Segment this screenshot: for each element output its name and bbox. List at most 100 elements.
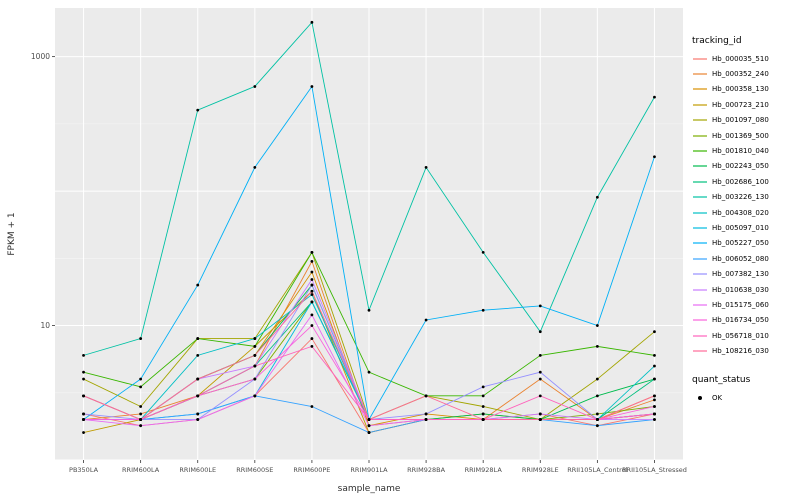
legend-item-label: Hb_000352_240 [712,70,769,79]
legend-key-line [693,211,707,214]
data-point [595,394,599,398]
data-point [367,370,371,374]
legend-key-line [693,135,707,137]
legend-title-tracking-id: tracking_id [692,36,742,46]
legend-key-line [693,335,707,337]
data-point [595,412,599,416]
data-point [653,405,656,408]
legend-item-label: Hb_005227_050 [712,239,769,248]
legend-item-label: Hb_010638_030 [712,285,769,294]
data-point [653,353,656,357]
legend-item-label: Hb_000035_510 [712,54,769,63]
legend-item-quant: OK [692,390,798,405]
legend-key-line [693,165,707,168]
legend-item: Hb_000352_240 [692,66,798,81]
legend-item-label: Hb_056718_010 [712,331,769,340]
legend-item-label: Hb_004308_020 [712,208,769,217]
data-point [653,412,656,416]
legend-key-line [693,319,707,321]
x-tick-label: RRIM928LE [522,466,559,474]
data-point [253,394,257,398]
legend-key-line [693,304,707,306]
legend-items-quant-status: OK [692,390,798,405]
data-point [653,364,656,368]
data-point [310,259,314,263]
data-point [196,418,200,421]
data-point [253,337,257,340]
legend-item: Hb_003226_130 [692,190,798,205]
data-point [653,394,656,398]
data-point [310,324,314,327]
legend-key-line [693,181,707,183]
data-point [595,344,599,348]
legend-item: Hb_005227_050 [692,236,798,251]
x-tick-label: RRIM901LA [350,466,388,474]
data-point [481,394,485,398]
data-point [310,270,314,274]
x-tick-label: RRII105LA_Stressed [622,466,687,474]
y-tick-label: 1000 [31,52,50,61]
legend-key-line [693,150,707,152]
legend-item-label: OK [712,393,723,402]
data-point [367,424,371,428]
data-point [139,377,143,381]
data-point [424,318,428,322]
legend-key-line [693,73,707,75]
data-point [424,412,428,416]
legend-item: Hb_108216_030 [692,343,798,358]
legend-item: Hb_000035_510 [692,51,798,66]
data-point [653,155,656,159]
data-point [139,418,143,421]
data-point [82,377,85,381]
legend-item: Hb_000358_130 [692,82,798,97]
data-point [481,385,485,389]
legend-item: Hb_006052_080 [692,251,798,266]
legend-key-line [693,350,707,352]
data-point [481,418,485,421]
legend-item-label: Hb_108216_030 [712,347,769,356]
x-tick-label: RRIM928BA [407,466,445,474]
data-point [595,418,599,421]
data-point [82,394,85,398]
x-tick-label: RRII105LA_Control [567,466,627,474]
data-point [196,377,200,381]
legend-item-label: Hb_000723_210 [712,100,769,109]
data-point [595,324,599,327]
data-point [653,377,656,381]
data-point [310,405,314,408]
data-point [196,394,200,398]
data-point [253,166,257,169]
legend-item-label: Hb_002243_050 [712,162,769,171]
legend-item-label: Hb_016734_050 [712,316,769,325]
data-point [538,330,542,334]
legend-item: Hb_005097_010 [692,220,798,235]
data-point [196,108,200,112]
data-point [310,20,314,24]
data-point [253,364,257,368]
data-point [538,377,542,381]
data-point [367,418,371,421]
legend-key-line [693,58,707,60]
legend-key-line [693,258,707,260]
legend-item-label: Hb_015175_060 [712,300,769,309]
data-point [538,370,542,374]
legend-item: Hb_007382_130 [692,266,798,281]
data-point [139,405,143,408]
legend-item-label: Hb_005097_010 [712,223,769,232]
data-point [595,377,599,381]
data-point [595,195,599,199]
legend-item: Hb_000723_210 [692,97,798,112]
data-point [196,283,200,287]
data-point [424,418,428,421]
legend-item: Hb_016734_050 [692,313,798,328]
data-point [310,344,314,348]
data-point [310,278,314,281]
data-point [538,304,542,308]
legend-key-line [693,196,707,198]
data-point [139,385,143,389]
data-point [653,418,656,421]
legend-item: Hb_002686_100 [692,174,798,189]
legend-title-quant-status: quant_status [692,374,751,385]
legend-key-line [693,288,707,291]
